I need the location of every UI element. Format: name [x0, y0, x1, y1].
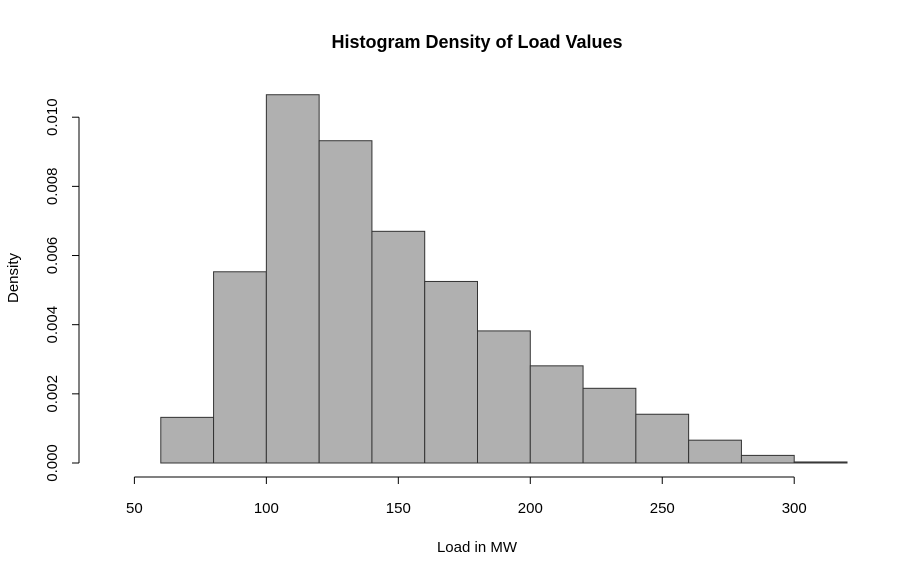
bars-group: [160, 94, 848, 464]
y-tick-label: 0.004: [44, 306, 61, 344]
x-axis: 50 100 150 200 250 300: [126, 476, 807, 517]
x-tick-label: 150: [386, 500, 411, 517]
histogram-bar: [635, 413, 690, 464]
histogram-bar: [160, 416, 215, 464]
x-tick-label: 100: [254, 500, 279, 517]
x-tick-label: 250: [650, 500, 675, 517]
chart-title: Histogram Density of Load Values: [331, 32, 622, 52]
y-tick-label: 0.008: [44, 168, 61, 206]
histogram-bar: [793, 461, 848, 464]
histogram-bar: [213, 271, 267, 464]
histogram-bar: [740, 454, 795, 464]
histogram-bar: [477, 330, 531, 464]
x-tick-label: 300: [782, 500, 807, 517]
x-tick-label: 50: [126, 500, 143, 517]
y-tick-label: 0.010: [44, 98, 61, 136]
x-axis-label: Load in MW: [437, 539, 518, 556]
x-tick-label: 200: [518, 500, 543, 517]
histogram-bar: [529, 365, 584, 464]
y-tick-label: 0.000: [44, 444, 61, 482]
y-tick-label: 0.002: [44, 375, 61, 413]
y-tick-label: 0.006: [44, 237, 61, 275]
histogram-bar: [688, 439, 742, 464]
histogram-bar: [424, 280, 479, 464]
y-axis-label: Density: [5, 252, 22, 303]
y-axis: 0.000 0.002 0.004 0.006 0.008 0.010: [44, 98, 80, 482]
histogram-bar: [582, 387, 637, 464]
histogram-bar: [371, 230, 426, 464]
histogram-bar: [318, 140, 373, 464]
histogram-bar: [265, 94, 320, 464]
